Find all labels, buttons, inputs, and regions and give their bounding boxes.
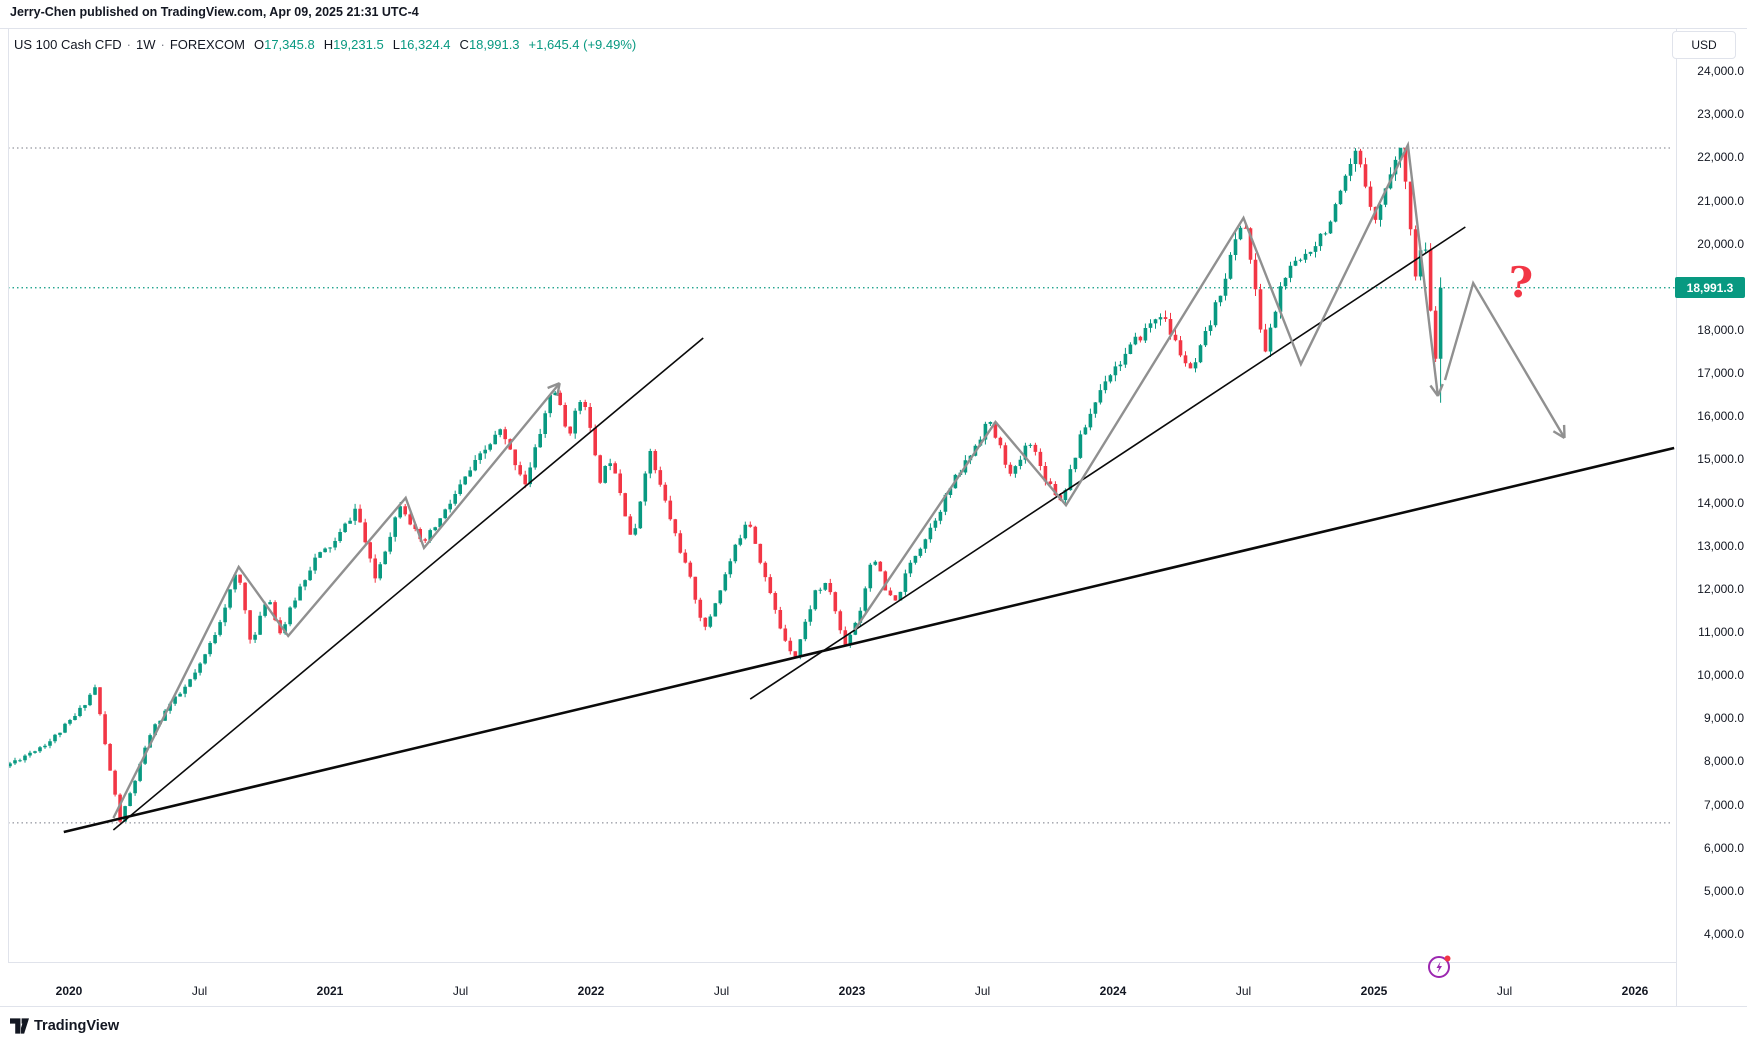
question-mark-annotation: ? (1506, 257, 1535, 308)
up-candle-wicks (9, 148, 1442, 822)
price-tick-label: 14,000.0 (1697, 495, 1744, 510)
time-tick-label: Jul (1235, 984, 1252, 998)
steep-support-2020-2022 (112, 337, 704, 831)
price-tick-label: 13,000.0 (1697, 538, 1744, 553)
price-tick-label: 24,000.0 (1697, 64, 1744, 79)
mid-term-support (749, 226, 1466, 700)
time-tick-label: 2025 (1360, 984, 1388, 998)
price-tick-label: 15,000.0 (1697, 452, 1744, 467)
up-candle-bodies (8, 147, 1443, 822)
price-tick-label: 17,000.0 (1697, 366, 1744, 381)
price-tick-label: 20,000.0 (1697, 236, 1744, 251)
change-value: +1,645.4 (+9.49%) (528, 37, 637, 52)
measured-move-2023-2025 (853, 140, 1440, 631)
flash-idea-icon[interactable] (1426, 952, 1454, 980)
time-tick-label: 2023 (838, 984, 866, 998)
price-tick-label: 10,000.0 (1697, 668, 1744, 683)
legend-separator: · (160, 37, 165, 52)
high-key: H (323, 37, 334, 52)
symbol-legend[interactable]: US 100 Cash CFD · 1W · FOREXCOM O17,345.8 H19,… (14, 37, 636, 52)
close-value: 18,991.3 (468, 37, 520, 52)
time-tick-label: Jul (452, 984, 469, 998)
current-price-badge: 18,991.3 (1675, 277, 1745, 299)
tradingview-logo-icon (10, 1018, 29, 1034)
open-value: 17,345.8 (264, 37, 315, 52)
time-tick-label: 2021 (316, 984, 344, 998)
chart-bottom-border (8, 962, 1676, 963)
time-tick-label: 2026 (1621, 984, 1649, 998)
price-tick-label: 22,000.0 (1697, 150, 1744, 165)
price-tick-label: 4,000.0 (1703, 926, 1744, 941)
time-tick-label: 2020 (55, 984, 83, 998)
time-tick-label: Jul (713, 984, 730, 998)
tradingview-watermark[interactable]: TradingView (10, 1018, 119, 1034)
price-tick-label: 11,000.0 (1698, 624, 1744, 639)
attribution-line: Jerry-Chen published on TradingView.com,… (10, 5, 419, 19)
time-tick-label: Jul (1496, 984, 1513, 998)
measured-move-2020-2021 (112, 382, 561, 819)
low-key: L (392, 37, 400, 52)
price-tick-label: 9,000.0 (1703, 711, 1744, 726)
chart-left-border (8, 28, 9, 962)
tradingview-brand-text: TradingView (34, 1018, 120, 1034)
price-tick-label: 16,000.0 (1697, 409, 1744, 424)
candlestick-series (8, 147, 1443, 823)
interval-label[interactable]: 1W (136, 37, 156, 52)
legend-separator: · (126, 37, 131, 52)
price-tick-label: 6,000.0 (1703, 840, 1744, 855)
chart-top-border (0, 28, 1747, 29)
price-tick-label: 21,000.0 (1697, 193, 1744, 208)
forecast-projection (1443, 280, 1566, 439)
open-key: O (253, 37, 265, 52)
long-term-support (63, 446, 1675, 834)
low-value: 16,324.4 (399, 37, 451, 52)
time-tick-label: 2022 (577, 984, 605, 998)
price-tick-label: 8,000.0 (1703, 754, 1744, 769)
time-tick-label: Jul (191, 984, 208, 998)
time-tick-label: Jul (974, 984, 991, 998)
exchange-name: FOREXCOM (169, 37, 245, 52)
price-tick-label: 18,000.0 (1697, 323, 1744, 338)
price-axis-border (1676, 28, 1677, 1006)
currency-button[interactable]: USD (1672, 31, 1736, 59)
symbol-name[interactable]: US 100 Cash CFD (14, 37, 122, 52)
price-tick-label: 12,000.0 (1697, 581, 1744, 596)
price-tick-label: 23,000.0 (1697, 107, 1744, 122)
time-tick-label: 2024 (1099, 984, 1127, 998)
price-tick-label: 7,000.0 (1703, 797, 1744, 812)
high-value: 19,231.5 (333, 37, 384, 52)
time-axis-border (0, 1006, 1747, 1007)
price-tick-label: 5,000.0 (1703, 883, 1744, 898)
close-key: C (459, 37, 469, 52)
